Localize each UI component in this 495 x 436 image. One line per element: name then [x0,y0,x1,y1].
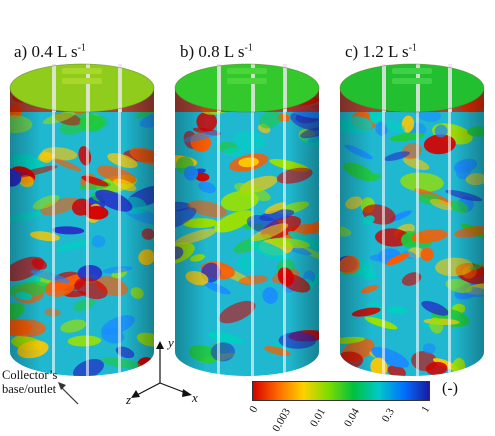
axis-x-label: x [192,390,198,405]
annotation-line-2: base/outlet [2,382,57,396]
panel-b-label-text: b) 0.8 L s [180,42,245,61]
panel-a-label-sup: -1 [77,42,86,54]
panel-b-label-sup: -1 [244,42,253,54]
axis-z-label: z [126,392,132,407]
collector-annotation: Collector’s base/outlet [2,368,57,396]
panel-b-label: b) 0.8 L s-1 [180,42,253,62]
colorbar-tick-2: 0.01 [307,406,328,430]
axis-y-label: y [168,335,174,350]
coordinate-axes: y x z [120,335,210,415]
colorbar-tick-1: 0.003 [270,406,294,434]
cylinder-render-c [339,63,485,376]
colorbar-unit: (-) [442,380,458,397]
cylinder-render-a [9,63,155,376]
panel-c-label-sup: -1 [408,42,417,54]
panel-a-label-text: a) 0.4 L s [14,42,78,61]
panel-a-label: a) 0.4 L s-1 [14,42,86,62]
panel-c: c) 1.2 L s-1 [330,0,495,380]
annotation-arrow-icon [58,382,79,405]
axes-arrows-icon [131,341,192,398]
cylinder-render-b [174,63,320,376]
panel-c-label-text: c) 1.2 L s [345,42,409,61]
colorbar-tick-3: 0.04 [342,406,363,430]
panel-b: b) 0.8 L s-1 [165,0,330,380]
colorbar-tick-5: 1 [419,404,433,415]
colorbar [252,381,430,401]
panel-a: a) 0.4 L s-1 [0,0,165,380]
colorbar-tick-4: 0.3 [379,406,397,425]
panel-c-label: c) 1.2 L s-1 [345,42,417,62]
colorbar-tick-0: 0 [247,404,261,415]
annotation-line-1: Collector’s [2,368,58,382]
